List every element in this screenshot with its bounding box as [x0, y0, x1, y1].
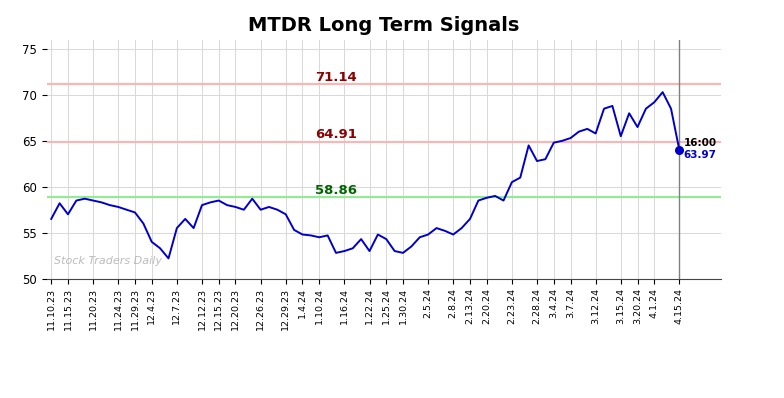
Text: 16:00: 16:00 [684, 138, 717, 148]
Text: Stock Traders Daily: Stock Traders Daily [54, 256, 162, 266]
Title: MTDR Long Term Signals: MTDR Long Term Signals [249, 16, 520, 35]
Text: 64.91: 64.91 [315, 128, 357, 141]
Text: 71.14: 71.14 [315, 71, 357, 84]
Text: 63.97: 63.97 [684, 150, 717, 160]
Text: 58.86: 58.86 [315, 183, 357, 197]
